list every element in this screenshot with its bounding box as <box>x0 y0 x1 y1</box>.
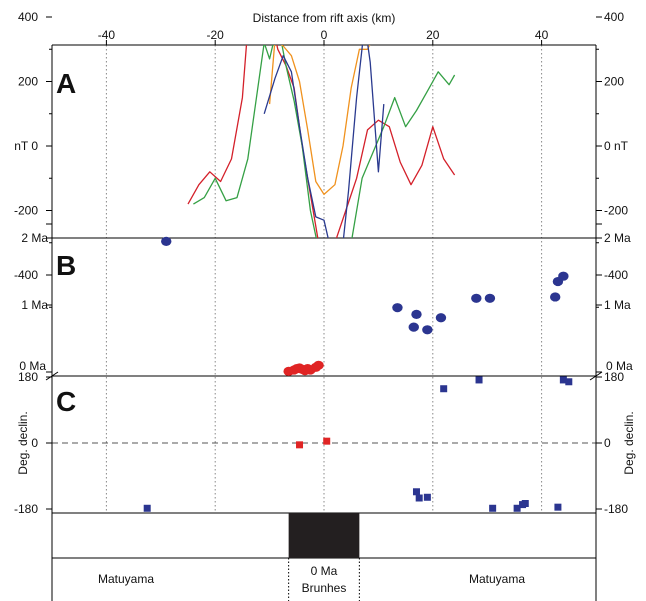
x-tick-label: -20 <box>207 28 225 42</box>
y-tick-label-right-a: -400 <box>604 268 628 282</box>
anomaly-profile-line-2 <box>193 45 456 238</box>
zone-label-center-age: 0 Ma <box>311 564 338 578</box>
y-axis-title-right-c: Deg. declin. <box>622 411 636 474</box>
anomaly-profile-line-3 <box>268 45 371 196</box>
y-tick-label-left-b: 1 Ma <box>21 298 48 312</box>
x-tick-label: 0 <box>321 28 328 42</box>
y-tick-label-left-a: -400 <box>14 268 38 282</box>
plot-frame <box>45 44 603 601</box>
age-point <box>392 303 403 313</box>
declination-point <box>415 494 423 502</box>
declination-point <box>559 376 567 384</box>
y-tick-label-left-a: -200 <box>14 204 38 218</box>
panel-label-a: A <box>56 68 76 99</box>
age-point <box>408 322 419 332</box>
age-point <box>558 271 569 281</box>
panel-label-b: B <box>56 250 76 281</box>
declination-point <box>513 504 521 512</box>
y-tick-label-left-a: 200 <box>18 75 38 89</box>
x-axis-title: Distance from rift axis (km) <box>253 11 396 25</box>
y-tick-label-left-c: 0 <box>31 436 38 450</box>
declination-point <box>412 488 420 496</box>
zone-label-center: Brunhes <box>302 581 347 595</box>
y-tick-label-right-c: -180 <box>604 502 628 516</box>
declination-point <box>521 500 529 507</box>
y-tick-label-left-b: 0 Ma <box>19 359 46 373</box>
y-tick-label-right-b: 1 Ma <box>604 298 631 312</box>
y-tick-label-right-b: 2 Ma <box>604 231 631 245</box>
declination-point <box>565 378 573 386</box>
x-tick-label: 20 <box>426 28 440 42</box>
y-tick-label-right-c: 180 <box>604 370 624 384</box>
declination-point <box>489 504 497 512</box>
y-tick-label-right-a: 0 nT <box>604 139 629 153</box>
declination-point <box>440 385 448 393</box>
declination-point <box>323 437 331 445</box>
declination-point <box>423 493 431 501</box>
age-point <box>435 313 447 323</box>
y-tick-label-right-b: 0 Ma <box>606 359 633 373</box>
declination-point <box>475 376 483 384</box>
y-tick-label-right-a: 400 <box>604 10 624 24</box>
y-tick-label-left-c: -180 <box>14 502 38 516</box>
age-point <box>411 309 422 319</box>
y-tick-label-left-b: 2 Ma <box>21 231 48 245</box>
declination-point <box>554 503 562 511</box>
axis-break-mark-left <box>45 371 59 381</box>
y-tick-label-left-c: 180 <box>18 370 38 384</box>
x-tick-label: 40 <box>535 28 549 42</box>
x-tick-label: -40 <box>98 28 116 42</box>
age-point <box>471 293 482 303</box>
y-tick-label-left-a: nT 0 <box>14 139 38 153</box>
data-series <box>143 45 573 558</box>
zone-label-right: Matuyama <box>469 572 525 586</box>
age-point <box>484 293 496 303</box>
age-point <box>550 292 561 302</box>
declination-point <box>296 441 304 449</box>
y-axis-title-left-c: Deg. declin. <box>16 411 30 474</box>
axis-break-mark-right <box>589 371 603 381</box>
y-tick-label-right-a: 200 <box>604 75 624 89</box>
declination-point <box>143 504 151 512</box>
normal-polarity-block <box>288 513 360 558</box>
panel-label-c: C <box>56 386 76 417</box>
age-point <box>313 360 324 370</box>
anomaly-profile-line-4 <box>263 45 385 238</box>
zone-label-left: Matuyama <box>98 572 154 586</box>
axis-ticks <box>46 16 602 510</box>
y-tick-label-right-a: -200 <box>604 204 628 218</box>
age-point <box>422 325 433 335</box>
y-tick-label-right-c: 0 <box>604 436 611 450</box>
age-point <box>161 236 172 246</box>
anomaly-profile-line-1 <box>187 45 456 238</box>
y-tick-label-left-a: 400 <box>18 10 38 24</box>
